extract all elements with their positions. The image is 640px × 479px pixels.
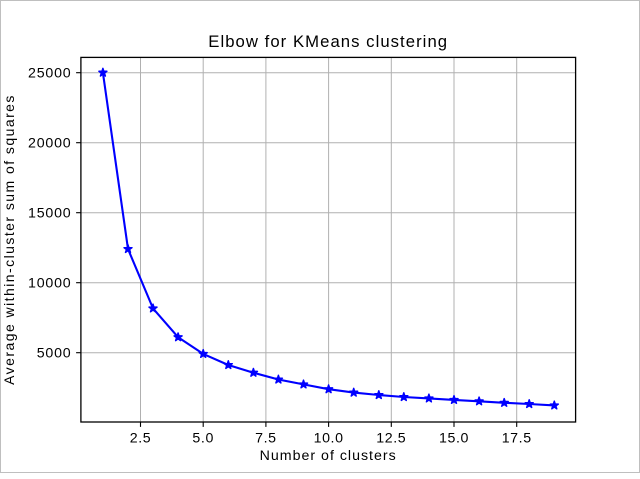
svg-text:15.0: 15.0 <box>439 431 469 447</box>
svg-text:2.5: 2.5 <box>130 431 152 447</box>
svg-text:Elbow for KMeans clustering: Elbow for KMeans clustering <box>208 32 448 51</box>
svg-text:25000: 25000 <box>28 66 71 82</box>
svg-text:10000: 10000 <box>28 276 71 292</box>
svg-text:17.5: 17.5 <box>502 431 532 447</box>
svg-text:15000: 15000 <box>28 206 71 222</box>
svg-text:10.0: 10.0 <box>314 431 344 447</box>
svg-text:12.5: 12.5 <box>376 431 406 447</box>
svg-text:7.5: 7.5 <box>255 431 277 447</box>
svg-text:Number of clusters: Number of clusters <box>260 448 397 464</box>
svg-text:Average within-cluster sum of: Average within-cluster sum of squares <box>1 94 17 385</box>
svg-text:5000: 5000 <box>37 346 72 362</box>
svg-text:5.0: 5.0 <box>192 431 214 447</box>
svg-text:20000: 20000 <box>28 136 71 152</box>
